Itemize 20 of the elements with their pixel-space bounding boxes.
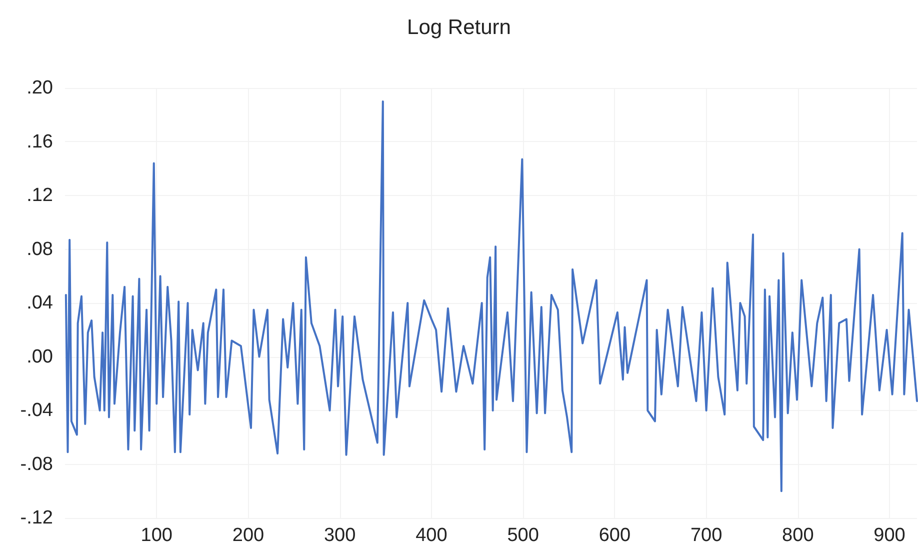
y-tick-label: .04 [26,292,54,314]
x-tick-label: 500 [507,525,539,546]
y-tick-label: .20 [26,78,53,98]
y-tick-label: -.04 [20,400,54,421]
y-tick-label: -.12 [20,508,53,528]
y-tick-label: .00 [26,346,53,368]
y-tick-label: .08 [26,238,53,260]
x-tick-label: 300 [324,525,356,546]
line-series [64,100,918,492]
y-tick-label: -.08 [20,454,53,475]
x-tick-label: 400 [416,525,448,546]
y-tick-label: .12 [26,185,53,206]
x-tick-label: 600 [598,525,631,546]
x-tick-label: 800 [782,525,814,546]
x-tick-label: 100 [140,525,172,546]
chart-title: Log Return [407,16,511,39]
x-tick-label: 700 [690,525,722,546]
y-tick-label: .16 [26,131,53,152]
x-tick-label: 200 [232,525,264,546]
x-tick-label: 900 [874,525,906,546]
